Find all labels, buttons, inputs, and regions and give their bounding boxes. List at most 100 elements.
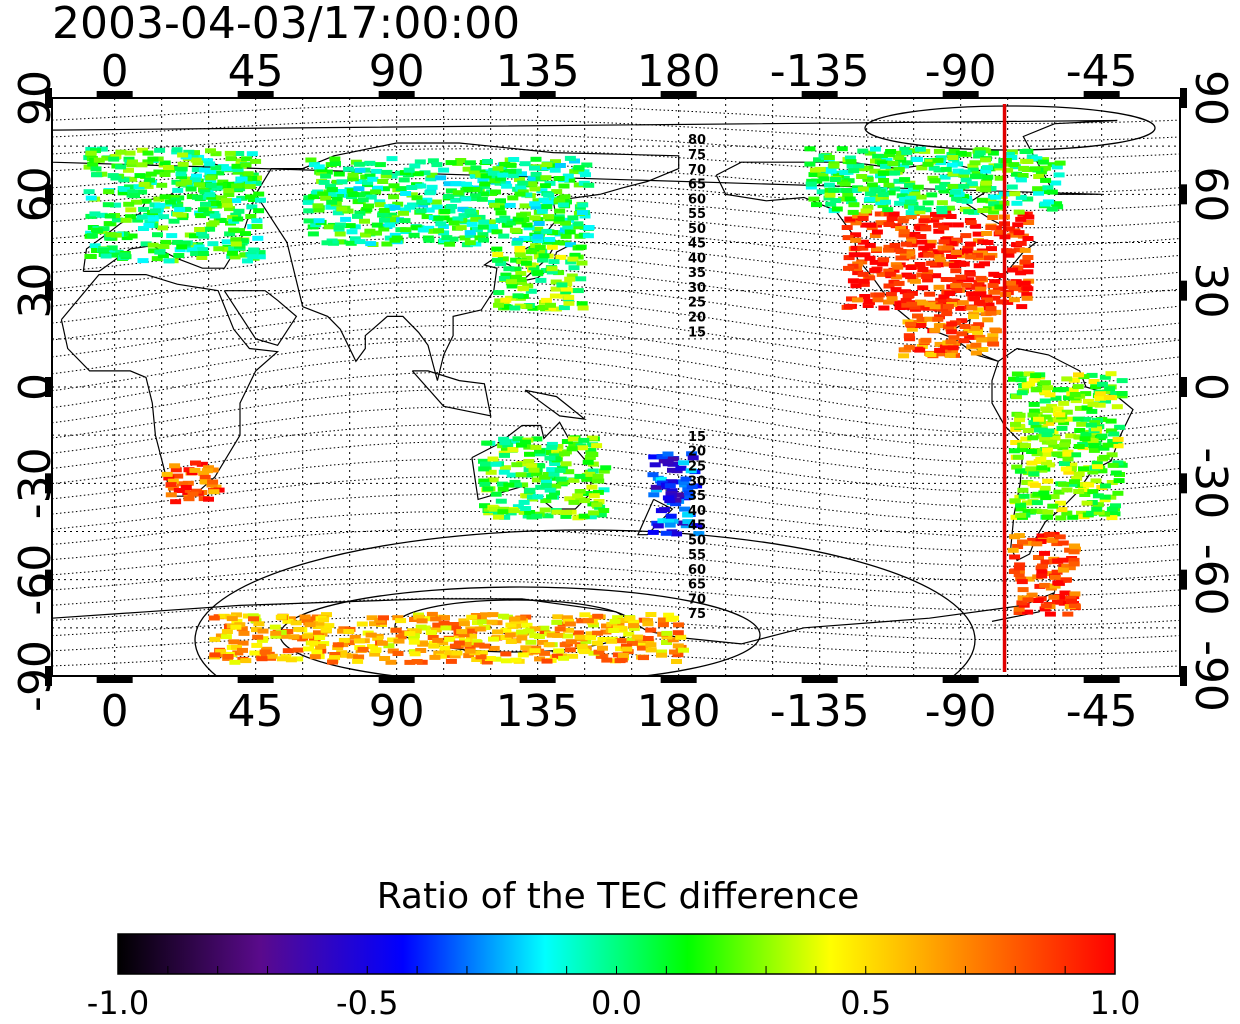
tec-cell bbox=[196, 231, 208, 237]
tec-cell bbox=[1017, 447, 1029, 453]
tec-cell bbox=[276, 656, 288, 662]
tec-cell bbox=[452, 216, 464, 222]
tec-cell bbox=[1046, 189, 1058, 195]
tec-cell bbox=[501, 304, 513, 310]
tec-cell bbox=[556, 282, 568, 288]
contour-label: 20 bbox=[688, 445, 706, 460]
tec-cell bbox=[1106, 515, 1118, 521]
tec-cell bbox=[1049, 574, 1061, 580]
tec-cell bbox=[1102, 442, 1114, 448]
tec-cell bbox=[226, 616, 238, 622]
tec-cell bbox=[411, 659, 423, 664]
tick-bar-right bbox=[1180, 88, 1187, 108]
tec-cell bbox=[1060, 439, 1071, 445]
tec-cell bbox=[895, 255, 907, 261]
tec-cell bbox=[1011, 200, 1023, 206]
tec-cell bbox=[967, 167, 979, 173]
tec-cell bbox=[917, 300, 929, 306]
tec-cell bbox=[685, 468, 697, 474]
tec-cell bbox=[127, 189, 139, 195]
tec-cell bbox=[1033, 174, 1045, 179]
tec-cell bbox=[147, 216, 159, 222]
tec-cell bbox=[1036, 533, 1048, 539]
contour-line bbox=[52, 441, 1180, 494]
tec-cell bbox=[1007, 547, 1019, 553]
tec-cell bbox=[1069, 392, 1081, 397]
tec-cell bbox=[606, 638, 618, 644]
tec-cell bbox=[1104, 386, 1116, 392]
tec-cell bbox=[167, 478, 179, 484]
tec-cell bbox=[189, 177, 201, 183]
tec-cell bbox=[591, 502, 603, 508]
tec-cell bbox=[1015, 240, 1027, 246]
tec-cell bbox=[1015, 177, 1027, 183]
tec-cell bbox=[424, 190, 436, 196]
tec-cell bbox=[915, 234, 927, 239]
tec-cell bbox=[1062, 456, 1074, 462]
tec-cell bbox=[841, 188, 853, 193]
tick-bar-top bbox=[237, 91, 274, 98]
tec-cell bbox=[1028, 471, 1040, 477]
tec-cell bbox=[975, 286, 987, 292]
tec-cell bbox=[512, 293, 524, 299]
tec-cell bbox=[543, 642, 555, 648]
tec-cell bbox=[862, 176, 874, 182]
contour-label: 75 bbox=[688, 148, 706, 163]
tec-cell bbox=[203, 211, 215, 217]
tec-cell bbox=[519, 203, 531, 209]
tec-cell bbox=[170, 467, 182, 473]
tec-cell bbox=[521, 622, 533, 628]
tec-cell bbox=[956, 331, 968, 337]
tec-cell bbox=[89, 243, 101, 249]
x-tick-label-bottom: 135 bbox=[496, 686, 580, 737]
tec-cell bbox=[501, 183, 513, 189]
tec-cell bbox=[430, 199, 442, 205]
tec-cell bbox=[575, 244, 587, 250]
tec-cell bbox=[994, 229, 1006, 235]
tec-cell bbox=[450, 181, 462, 187]
tec-cell bbox=[197, 247, 209, 253]
tec-cell bbox=[490, 491, 502, 497]
tec-cell bbox=[893, 280, 905, 286]
tec-cell bbox=[469, 173, 481, 179]
tec-cell bbox=[1053, 489, 1065, 495]
tec-cell bbox=[1040, 451, 1052, 457]
tec-cell bbox=[104, 213, 116, 219]
tec-cell bbox=[893, 167, 905, 172]
tec-cell bbox=[497, 172, 509, 178]
tec-cell bbox=[874, 211, 886, 217]
tick-bar-bottom bbox=[378, 676, 415, 683]
tec-cell bbox=[1108, 431, 1120, 437]
contour-line bbox=[52, 528, 1180, 567]
tec-cell bbox=[549, 167, 561, 173]
contour-line bbox=[52, 339, 1180, 403]
tec-cell bbox=[530, 156, 542, 162]
tec-cell bbox=[1042, 385, 1054, 391]
tec-cell bbox=[223, 192, 235, 198]
tec-cell bbox=[970, 173, 981, 179]
tec-cell bbox=[564, 621, 576, 627]
tec-cell bbox=[450, 197, 462, 203]
tec-cell bbox=[495, 498, 507, 504]
tec-cell bbox=[562, 173, 574, 179]
tec-cell bbox=[389, 232, 401, 238]
tec-cell bbox=[1058, 600, 1070, 606]
tec-cell bbox=[491, 246, 503, 252]
tec-cell bbox=[912, 313, 923, 319]
tec-cell bbox=[498, 613, 509, 619]
tec-cell bbox=[168, 194, 180, 200]
tec-cell bbox=[193, 154, 205, 160]
tec-cell bbox=[400, 227, 412, 233]
tec-cell bbox=[680, 523, 692, 529]
tec-cell bbox=[1022, 428, 1034, 433]
tec-cell bbox=[349, 236, 361, 242]
tec-cell bbox=[236, 626, 248, 632]
tec-cell bbox=[399, 218, 411, 224]
tec-cell bbox=[1068, 603, 1080, 609]
tec-cell bbox=[889, 170, 901, 176]
tec-cell bbox=[1069, 479, 1080, 485]
tec-cell bbox=[895, 226, 907, 231]
tec-cell bbox=[302, 199, 314, 205]
tec-cell bbox=[1026, 460, 1038, 466]
tec-cell bbox=[426, 172, 438, 178]
